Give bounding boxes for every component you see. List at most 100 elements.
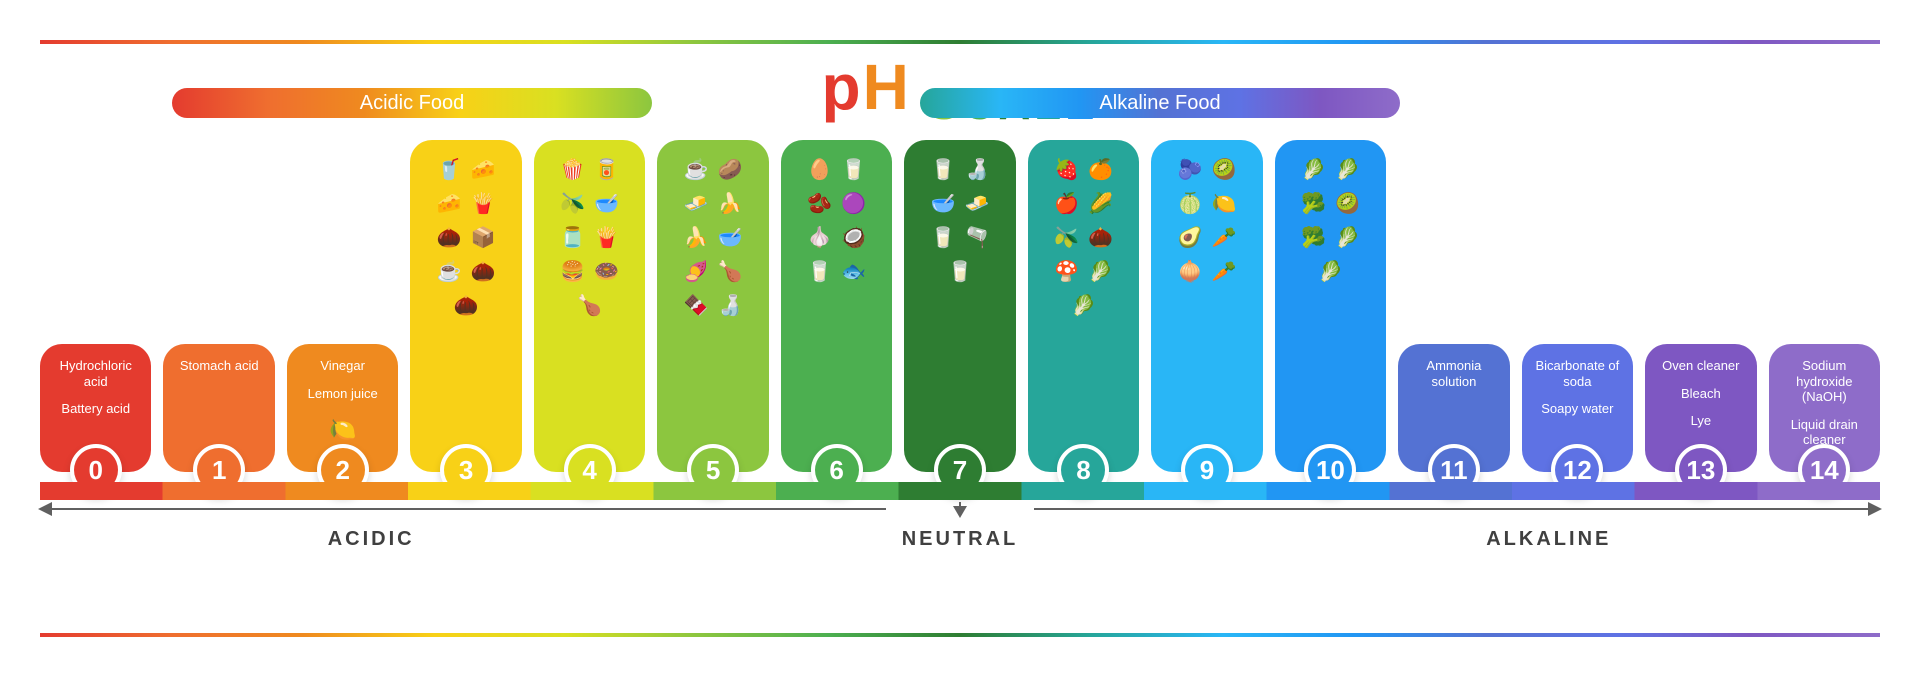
ph-column-6: 🥚🥛🫘🟣🧄🥥🥛🐟6 [781, 140, 892, 472]
food-icon: 🫗 [962, 222, 992, 252]
food-icon: 🧀 [434, 188, 464, 218]
food-icon: 🥣 [715, 222, 745, 252]
food-icon: 🥛 [945, 256, 975, 286]
column-item-label: Soapy water [1541, 401, 1613, 417]
arrow-alkaline [1034, 508, 1880, 510]
ph-column-9: 🫐🥝🍈🍋🥑🥕🧅🥕9 [1151, 140, 1262, 472]
food-area: 🥬🥬🥦🥝🥦🥬🥬 [1283, 154, 1378, 418]
food-area: 🥛🍶🥣🧈🥛🫗🥛 [912, 154, 1007, 418]
column-item-label: Oven cleaner [1662, 358, 1739, 374]
axis: ACIDIC NEUTRAL ALKALINE [40, 508, 1880, 568]
column-item-label: Ammonia solution [1408, 358, 1499, 389]
food-icon: 🍋 [1209, 188, 1239, 218]
food-icon: 🫒 [558, 188, 588, 218]
food-icon: 🍓 [1051, 154, 1081, 184]
column-labels: VinegarLemon juice🍋 [297, 358, 388, 444]
ph-column-10: 🥬🥬🥦🥝🥦🥬🥬10 [1275, 140, 1386, 472]
ph-columns: Hydrochloric acidBattery acid0Stomach ac… [40, 140, 1880, 472]
ph-column-7: 🥛🍶🥣🧈🥛🫗🥛7 [904, 140, 1015, 472]
column-item-label: Hydrochloric acid [50, 358, 141, 389]
food-icon: 🟣 [839, 188, 869, 218]
food-icon: 🍄 [1051, 256, 1081, 286]
food-icon: 🍫 [681, 290, 711, 320]
ph-column-12: Bicarbonate of sodaSoapy water12 [1522, 344, 1633, 472]
food-icon: 🥫 [592, 154, 622, 184]
column-labels: Hydrochloric acidBattery acid [50, 358, 141, 417]
food-icon: 🌰 [468, 256, 498, 286]
food-area: 🥤🧀🧀🍟🌰📦☕🌰🌰 [418, 154, 513, 418]
ph-column-1: Stomach acid1 [163, 344, 274, 472]
acidic-food-pill: Acidic Food [172, 88, 652, 118]
food-icon: 🍩 [592, 256, 622, 286]
column-item-label: Lemon juice [308, 386, 378, 402]
ph-column-14: Sodium hydroxide (NaOH)Liquid drain clea… [1769, 344, 1880, 472]
neutral-marker [959, 502, 961, 516]
food-icon: 🍔 [558, 256, 588, 286]
column-labels: Oven cleanerBleachLye [1655, 358, 1746, 429]
food-icon: 🧈 [681, 188, 711, 218]
ph-scale-infographic: pH SCALE Acidic Food Alkaline Food Hydro… [0, 0, 1920, 679]
ph-column-4: 🍿🥫🫒🥣🫙🍟🍔🍩🍗4 [534, 140, 645, 472]
ph-column-5: ☕🥔🧈🍌🍌🥣🍠🍗🍫🍶5 [657, 140, 768, 472]
food-icon: 🥬 [1332, 222, 1362, 252]
column-labels: Stomach acid [173, 358, 264, 374]
food-icon: 🌽 [1085, 188, 1115, 218]
food-icon: 🥬 [1298, 154, 1328, 184]
column-item-label: Bicarbonate of soda [1532, 358, 1623, 389]
food-icon: 🍌 [715, 188, 745, 218]
food-icon: 🍗 [715, 256, 745, 286]
column-labels: Ammonia solution [1408, 358, 1499, 389]
food-area: ☕🥔🧈🍌🍌🥣🍠🍗🍫🍶 [665, 154, 760, 418]
food-icon: 🍟 [592, 222, 622, 252]
food-icon: 🫐 [1175, 154, 1205, 184]
food-icon: 🥦 [1298, 188, 1328, 218]
food-icon: 🍎 [1051, 188, 1081, 218]
axis-label-acidic: ACIDIC [328, 528, 415, 551]
axis-label-neutral: NEUTRAL [902, 528, 1019, 551]
food-icon: 🍿 [558, 154, 588, 184]
ph-column-13: Oven cleanerBleachLye13 [1645, 344, 1756, 472]
scale-gradient-bar [40, 482, 1880, 500]
food-icon: 🧄 [805, 222, 835, 252]
ph-column-0: Hydrochloric acidBattery acid0 [40, 344, 151, 472]
food-icon: 🧅 [1175, 256, 1205, 286]
food-icon: 🫙 [558, 222, 588, 252]
food-area: 🫐🥝🍈🍋🥑🥕🧅🥕 [1159, 154, 1254, 418]
food-icon: 🥣 [592, 188, 622, 218]
food-area: 🍓🍊🍎🌽🫒🌰🍄🥬🥬 [1036, 154, 1131, 418]
food-icon: ☕ [434, 256, 464, 286]
column-item-label: Stomach acid [180, 358, 259, 374]
column-item-label: Sodium hydroxide (NaOH) [1779, 358, 1870, 405]
ph-column-2: VinegarLemon juice🍋2 [287, 344, 398, 472]
food-icon: 🌰 [434, 222, 464, 252]
food-icon: 🥛 [839, 154, 869, 184]
top-border-gradient [40, 40, 1880, 44]
food-icon: 🍌 [681, 222, 711, 252]
food-icon: 🥬 [1332, 154, 1362, 184]
food-icon: 🥣 [928, 188, 958, 218]
food-icon: 🥛 [928, 154, 958, 184]
column-icon: 🍋 [329, 417, 356, 443]
food-icon: 🥕 [1209, 256, 1239, 286]
alkaline-pill-label: Alkaline Food [1099, 92, 1220, 115]
acidic-pill-label: Acidic Food [360, 92, 465, 115]
food-icon: 🍗 [575, 290, 605, 320]
food-icon: 🍠 [681, 256, 711, 286]
food-icon: 🥑 [1175, 222, 1205, 252]
food-icon: 🐟 [839, 256, 869, 286]
ph-column-8: 🍓🍊🍎🌽🫒🌰🍄🥬🥬8 [1028, 140, 1139, 472]
food-icon: 🥥 [839, 222, 869, 252]
food-icon: 🥝 [1332, 188, 1362, 218]
food-icon: 🥛 [928, 222, 958, 252]
ph-column-3: 🥤🧀🧀🍟🌰📦☕🌰🌰3 [410, 140, 521, 472]
food-icon: ☕ [681, 154, 711, 184]
food-icon: 🥝 [1209, 154, 1239, 184]
food-area: 🥚🥛🫘🟣🧄🥥🥛🐟 [789, 154, 884, 418]
food-icon: 🫘 [805, 188, 835, 218]
food-icon: 🥛 [805, 256, 835, 286]
food-icon: 🥤 [434, 154, 464, 184]
food-icon: 🥦 [1298, 222, 1328, 252]
food-icon: 🥬 [1315, 256, 1345, 286]
axis-label-alkaline: ALKALINE [1486, 528, 1611, 551]
food-icon: 🍊 [1085, 154, 1115, 184]
